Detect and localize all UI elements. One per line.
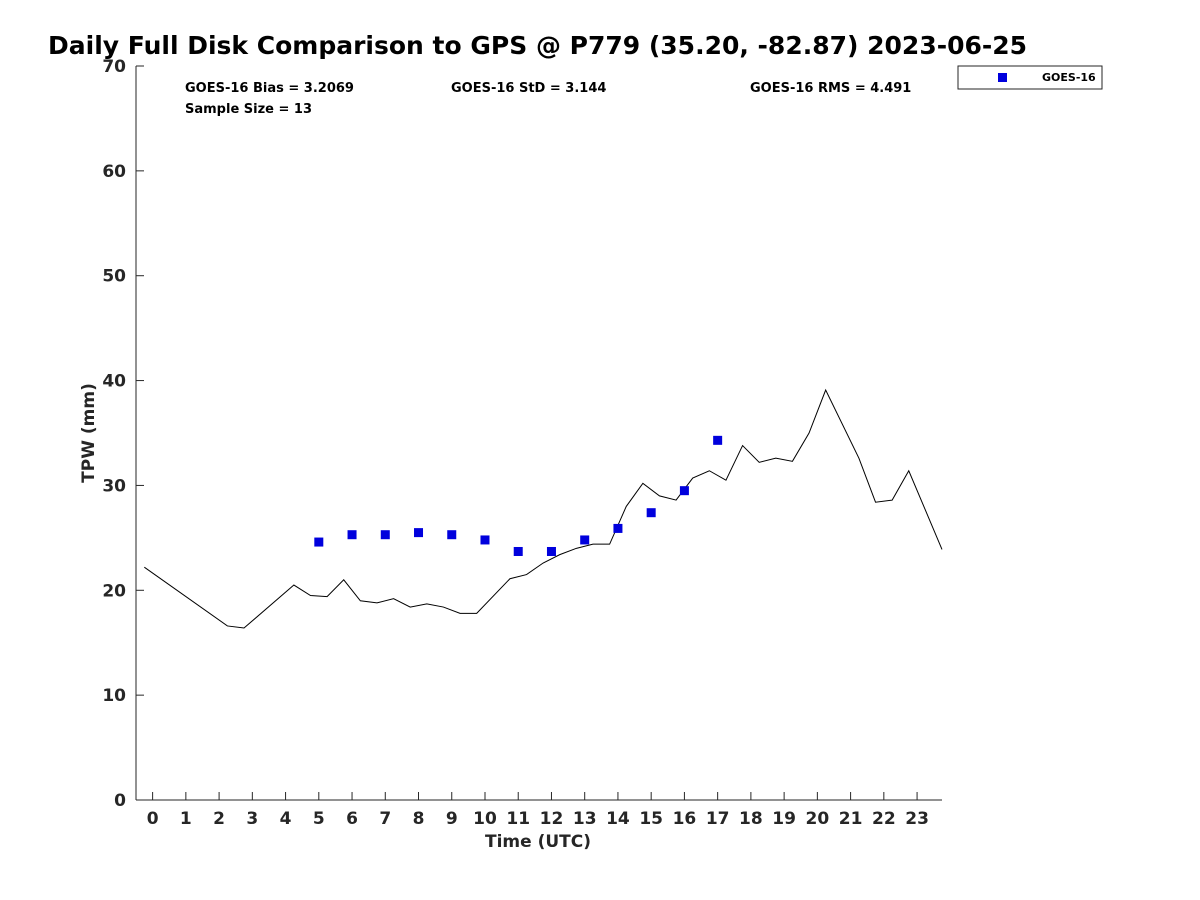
chart-title: Daily Full Disk Comparison to GPS @ P779… <box>48 31 1027 60</box>
x-tick-label: 7 <box>379 809 391 829</box>
goes-16-point <box>713 435 723 445</box>
goes-16-point <box>646 508 656 518</box>
x-tick-label: 21 <box>839 809 863 829</box>
x-tick-label: 8 <box>413 809 425 829</box>
x-tick-label: 2 <box>213 809 225 829</box>
x-tick-label: 9 <box>446 809 458 829</box>
stats-annotations: GOES-16 Bias = 3.2069 GOES-16 StD = 3.14… <box>185 81 911 117</box>
x-tick-label: 0 <box>147 809 159 829</box>
rms-stat: GOES-16 RMS = 4.491 <box>750 81 911 96</box>
goes-16-point <box>347 530 357 540</box>
x-ticks: 0 1 2 3 4 5 6 7 8 9 10 11 12 13 14 15 16 17 18 19 20 21 22 23 <box>147 792 929 829</box>
x-tick-label: 13 <box>573 809 597 829</box>
x-tick-label: 14 <box>606 809 630 829</box>
goes-16-point <box>513 546 523 556</box>
legend-label-goes16: GOES-16 <box>1042 71 1096 84</box>
x-tick-label: 11 <box>506 809 530 829</box>
y-tick-label: 70 <box>102 57 126 77</box>
x-tick-label: 22 <box>872 809 896 829</box>
x-tick-label: 20 <box>806 809 830 829</box>
y-tick-label: 0 <box>114 791 126 811</box>
x-tick-label: 10 <box>473 809 497 829</box>
series-layer <box>144 388 943 629</box>
y-tick-label: 50 <box>102 267 126 287</box>
x-tick-label: 1 <box>180 809 192 829</box>
legend-box <box>957 65 1103 90</box>
x-tick-label: 4 <box>280 809 292 829</box>
x-tick-label: 16 <box>673 809 697 829</box>
std-stat: GOES-16 StD = 3.144 <box>451 81 606 96</box>
x-tick-label: 3 <box>246 809 258 829</box>
x-tick-label: 17 <box>706 809 730 829</box>
y-tick-label: 10 <box>102 686 126 706</box>
legend: GOES-16 <box>957 65 1103 90</box>
gps-series-line <box>144 388 943 629</box>
goes-16-point <box>546 546 556 556</box>
goes-16-point <box>414 528 424 538</box>
goes-16-point <box>480 535 490 545</box>
x-tick-label: 12 <box>540 809 564 829</box>
x-axis-label: Time (UTC) <box>485 832 591 852</box>
goes-16-point <box>679 486 689 496</box>
y-tick-label: 30 <box>102 476 126 496</box>
goes-16-point <box>580 535 590 545</box>
axes <box>135 66 942 801</box>
sample-size-stat: Sample Size = 13 <box>185 102 312 117</box>
x-tick-label: 5 <box>313 809 325 829</box>
y-tick-label: 20 <box>102 581 126 601</box>
y-tick-label: 60 <box>102 162 126 182</box>
x-tick-label: 23 <box>905 809 929 829</box>
bias-stat: GOES-16 Bias = 3.2069 <box>185 81 354 96</box>
goes-16-point <box>314 537 324 547</box>
x-tick-label: 15 <box>639 809 663 829</box>
goes-16-point <box>447 530 457 540</box>
legend-marker-goes16 <box>998 73 1007 82</box>
x-tick-label: 19 <box>772 809 796 829</box>
y-tick-label: 40 <box>102 372 126 392</box>
x-tick-label: 6 <box>346 809 358 829</box>
goes-16-point <box>380 530 390 540</box>
goes-16-point <box>613 523 623 533</box>
y-axis-label: TPW (mm) <box>79 383 99 483</box>
x-tick-label: 18 <box>739 809 763 829</box>
y-ticks: 0 10 20 30 40 50 60 70 <box>102 57 144 811</box>
